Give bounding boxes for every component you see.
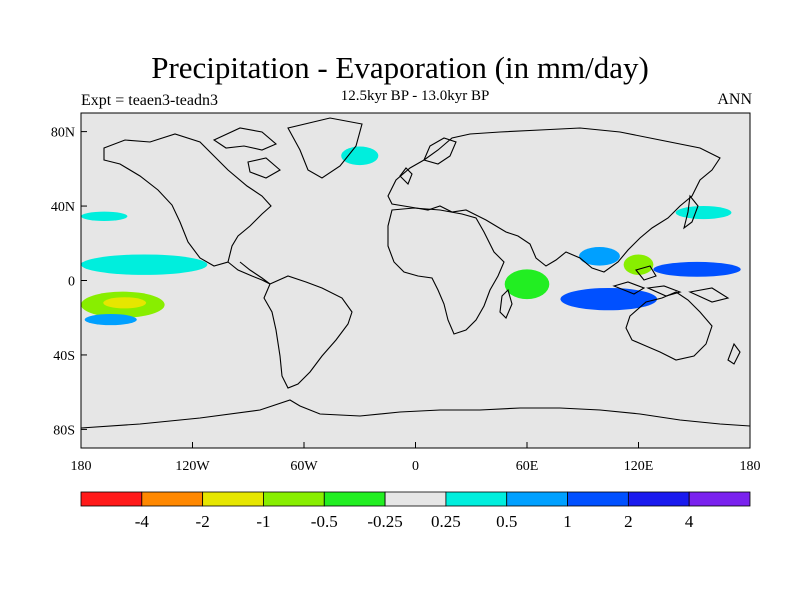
x-tick-label: 120W (175, 459, 210, 474)
y-tick-label: 0 (68, 275, 75, 290)
coast-madagascar (499, 288, 513, 319)
colorbar-box (506, 491, 568, 507)
colorbar-label: 1 (563, 512, 572, 531)
colorbar-box (567, 491, 629, 507)
region-south-asia-wet (579, 246, 620, 266)
colorbar-label: 2 (624, 512, 633, 531)
coast-africa (387, 207, 505, 335)
coast-british-isles (399, 167, 413, 185)
region-south-pacific-dry-core (103, 297, 147, 309)
colorbar-box (627, 491, 690, 507)
x-tick-label: 60W (290, 459, 318, 474)
colorbar-box (202, 491, 264, 507)
region-maritime-continent-dry (623, 254, 654, 275)
x-axis: 180 120W 60W 0 60E 120E 180 (71, 442, 761, 474)
coast-arctic-islands (212, 127, 281, 179)
region-south-pacific-wet-edge (84, 314, 137, 326)
colorbar-label: 4 (685, 512, 694, 531)
y-tick-label: 40N (51, 200, 75, 215)
y-tick-label: 80N (51, 126, 75, 141)
colorbar-label: -2 (196, 512, 210, 531)
coast-scandinavia (423, 137, 457, 165)
region-north-pacific-wet-patch (81, 211, 128, 221)
region-east-asia-wet (675, 206, 732, 220)
region-north-atlantic-wet-patch (341, 146, 379, 166)
x-tick-label: 60E (516, 459, 539, 474)
colorbar-label: -0.5 (311, 512, 338, 531)
colorbar-label: 0.25 (431, 512, 461, 531)
region-east-africa-indian-dry (504, 269, 550, 300)
y-tick-label: 80S (53, 423, 75, 438)
coast-japan (683, 194, 699, 230)
x-tick-label: 0 (412, 459, 419, 474)
colorbar-box (323, 491, 386, 507)
y-axis: 80N 40N 0 40S 80S (51, 126, 87, 438)
coast-greenland (287, 117, 363, 179)
coast-indonesia (612, 265, 730, 303)
colorbar-box (688, 491, 751, 507)
experiment-label: Expt = teaen3-teadn3 (81, 92, 218, 109)
x-tick-label: 180 (740, 459, 761, 474)
anomaly-regions (81, 146, 741, 326)
season-label: ANN (717, 91, 752, 108)
region-west-pacific-wet (653, 261, 741, 277)
colorbar-box (384, 491, 447, 507)
colorbar-box (80, 491, 143, 507)
x-tick-label: 120E (624, 459, 654, 474)
coastlines (81, 117, 750, 429)
colorbar-label: -4 (135, 512, 150, 531)
colorbar-box (445, 491, 508, 507)
colorbar-label: -0.25 (367, 512, 402, 531)
colorbar-label: -1 (256, 512, 270, 531)
coast-central-america (227, 261, 271, 285)
colorbar-label: 0.5 (496, 512, 517, 531)
coast-south-america (263, 275, 353, 389)
region-pacific-itcz-edge (81, 254, 208, 275)
y-tick-label: 40S (53, 349, 75, 364)
map-subtitle: 12.5kyr BP - 13.0kyr BP (340, 88, 490, 104)
map-background (81, 113, 750, 448)
coast-north-america (103, 133, 272, 267)
x-tick-label: 180 (71, 459, 92, 474)
coast-antarctica (81, 399, 750, 429)
coast-new-zealand (727, 342, 741, 365)
map-title: Precipitation - Evaporation (in mm/day) (151, 50, 649, 85)
colorbar-box (263, 491, 325, 507)
coast-australia (625, 291, 713, 361)
colorbar-box (141, 491, 204, 507)
colorbar: -4 -2 -1 -0.5 -0.25 0.25 0.5 1 2 4 (80, 491, 751, 531)
region-indian-ocean-wet (560, 287, 658, 311)
coast-eurasia (387, 127, 721, 273)
